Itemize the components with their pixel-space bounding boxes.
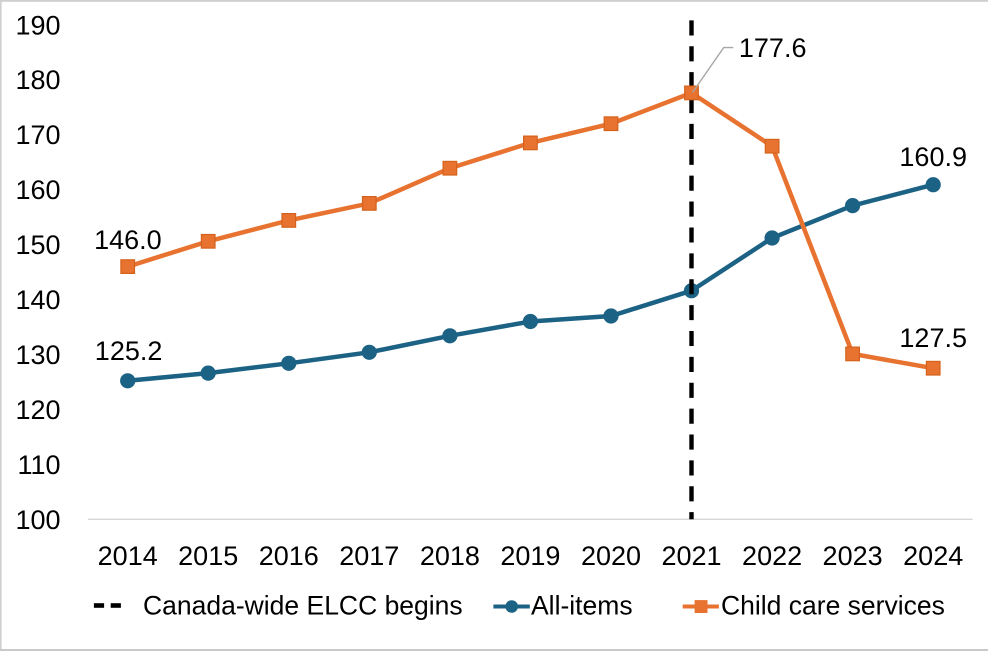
svg-text:150: 150 bbox=[15, 230, 60, 260]
svg-text:2024: 2024 bbox=[903, 541, 963, 571]
svg-text:180: 180 bbox=[15, 65, 60, 95]
svg-text:190: 190 bbox=[15, 10, 60, 40]
svg-text:120: 120 bbox=[15, 395, 60, 425]
svg-text:127.5: 127.5 bbox=[899, 323, 967, 353]
svg-text:160.9: 160.9 bbox=[899, 142, 967, 172]
svg-text:All-items: All-items bbox=[531, 591, 633, 621]
svg-text:2019: 2019 bbox=[500, 541, 560, 571]
svg-text:2016: 2016 bbox=[259, 541, 319, 571]
svg-text:2014: 2014 bbox=[98, 541, 158, 571]
svg-text:Canada-wide ELCC begins: Canada-wide ELCC begins bbox=[143, 591, 463, 621]
svg-text:100: 100 bbox=[15, 505, 60, 535]
svg-text:146.0: 146.0 bbox=[94, 225, 162, 255]
svg-text:2022: 2022 bbox=[742, 541, 802, 571]
svg-text:2021: 2021 bbox=[661, 541, 721, 571]
svg-text:2015: 2015 bbox=[178, 541, 238, 571]
svg-text:160: 160 bbox=[15, 175, 60, 205]
svg-text:2018: 2018 bbox=[420, 541, 480, 571]
svg-text:177.6: 177.6 bbox=[739, 33, 807, 63]
svg-text:125.2: 125.2 bbox=[95, 336, 163, 366]
svg-text:2020: 2020 bbox=[581, 541, 641, 571]
svg-text:2023: 2023 bbox=[823, 541, 883, 571]
svg-text:130: 130 bbox=[15, 340, 60, 370]
svg-text:140: 140 bbox=[15, 285, 60, 315]
svg-text:110: 110 bbox=[17, 450, 60, 480]
svg-text:Child care services: Child care services bbox=[721, 591, 945, 621]
svg-text:170: 170 bbox=[15, 120, 60, 150]
svg-text:2017: 2017 bbox=[339, 541, 399, 571]
